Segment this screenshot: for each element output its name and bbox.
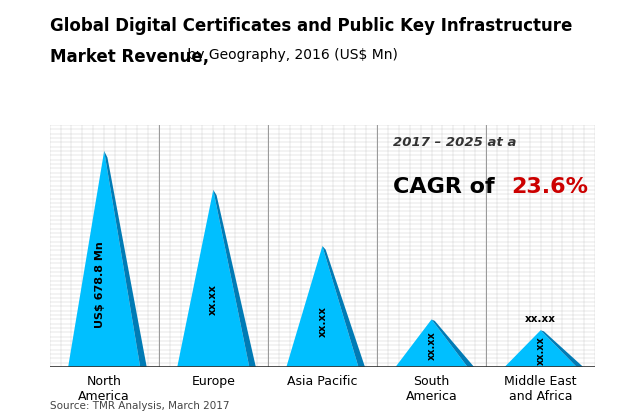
Text: Source: TMR Analysis, March 2017: Source: TMR Analysis, March 2017 [50,401,229,411]
Polygon shape [505,330,577,367]
Text: Global Digital Certificates and Public Key Infrastructure: Global Digital Certificates and Public K… [50,17,572,35]
Polygon shape [322,246,365,367]
Text: CAGR of: CAGR of [393,177,503,197]
Text: xx.xx: xx.xx [317,306,327,337]
Polygon shape [541,330,583,367]
Polygon shape [213,190,256,367]
Text: 2017 – 2025 at a: 2017 – 2025 at a [393,136,517,149]
Text: US$ 678.8 Mn: US$ 678.8 Mn [95,241,105,328]
Text: xx.xx: xx.xx [208,284,218,315]
Polygon shape [286,246,358,367]
Text: xx.xx: xx.xx [536,336,546,365]
Text: 23.6%: 23.6% [511,177,588,197]
Polygon shape [177,190,249,367]
Polygon shape [68,151,140,367]
Text: Market Revenue,: Market Revenue, [50,48,209,66]
Polygon shape [396,319,467,367]
Text: xx.xx: xx.xx [525,314,556,324]
Text: by Geography, 2016 (US$ Mn): by Geography, 2016 (US$ Mn) [183,48,398,62]
Polygon shape [104,151,147,367]
Text: xx.xx: xx.xx [427,331,436,360]
Polygon shape [432,319,474,367]
